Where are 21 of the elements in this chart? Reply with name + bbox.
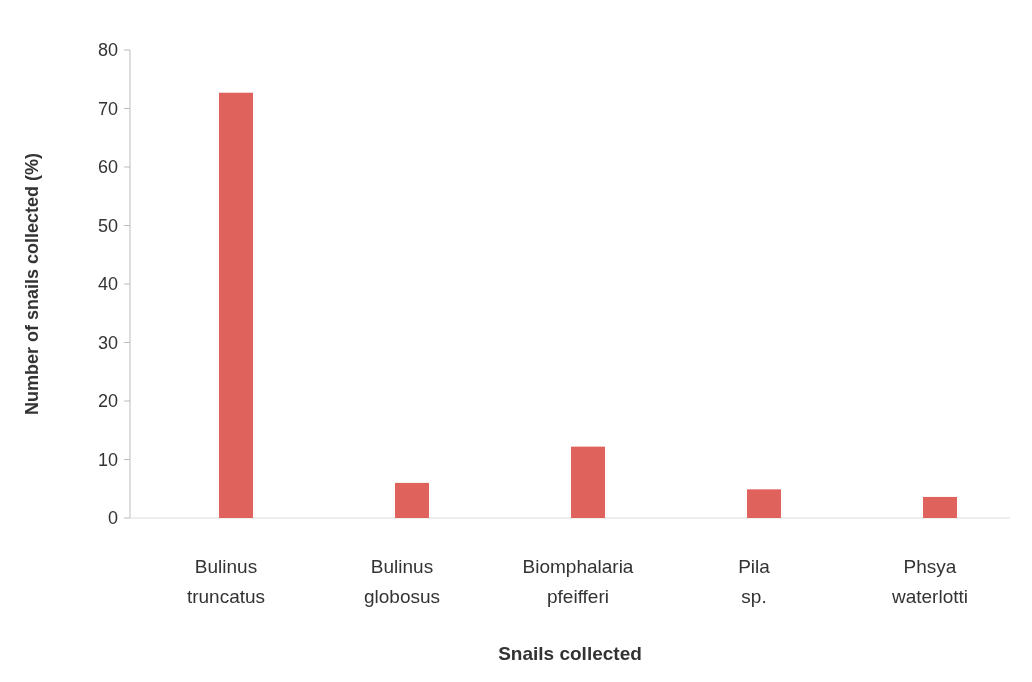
y-tick-label: 30	[97, 332, 118, 353]
y-tick-label: 60	[97, 157, 118, 178]
x-axis-title: Snails collected	[498, 643, 642, 664]
bar	[219, 92, 253, 518]
y-tick-label: 0	[107, 508, 118, 529]
bar	[923, 496, 957, 518]
x-tick-label: Biomphalaria pfeifferi	[522, 556, 634, 607]
bar	[747, 489, 781, 518]
y-tick-label: 20	[97, 391, 118, 412]
y-tick-label: 50	[97, 215, 118, 236]
y-tick-label: 10	[97, 449, 118, 470]
x-tick-label: Pila sp.	[738, 556, 771, 607]
x-tick-label: Phsya waterlotti	[890, 556, 969, 607]
y-tick-label: 80	[97, 40, 118, 61]
y-axis-title: Number of snails collected (%)	[22, 152, 42, 416]
x-tick-label: Bulinus truncatus	[186, 556, 266, 607]
y-tick-label: 40	[97, 274, 118, 295]
bar	[571, 446, 605, 518]
bar	[395, 482, 429, 518]
y-tick-label: 70	[97, 98, 118, 119]
x-tick-label: Bulinus globosus	[363, 556, 441, 607]
